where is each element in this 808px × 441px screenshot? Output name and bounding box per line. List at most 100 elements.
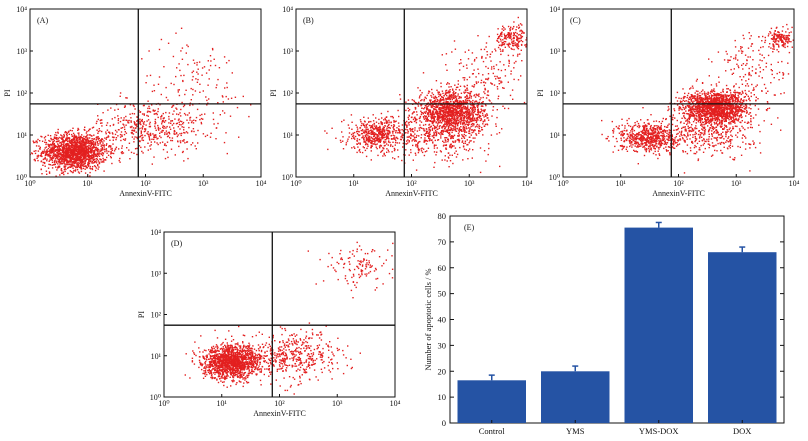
scatter-point [502, 105, 504, 107]
scatter-point [437, 121, 439, 123]
scatter-point [440, 151, 442, 153]
scatter-point [468, 136, 471, 138]
scatter-point [419, 117, 421, 119]
scatter-point [356, 143, 358, 145]
scatter-point [481, 56, 483, 59]
scatter-point [494, 75, 496, 78]
scatter-point [450, 95, 453, 97]
scatter-point [196, 108, 199, 111]
scatter-point [449, 123, 451, 125]
scatter-point [153, 156, 155, 158]
scatter-point [53, 155, 56, 157]
scatter-point [473, 111, 475, 113]
scatter-point [477, 94, 479, 96]
scatter-point [175, 32, 177, 34]
scatter-point [460, 120, 462, 122]
scatter-point [114, 116, 116, 119]
scatter-point [139, 111, 142, 113]
scatter-point [86, 139, 88, 141]
scatter-point [102, 157, 104, 160]
scatter-point [47, 150, 49, 153]
scatter-point [463, 79, 466, 81]
scatter-point [81, 147, 83, 150]
scatter-point [469, 118, 471, 120]
scatter-point [82, 167, 85, 170]
scatter-point [415, 102, 417, 104]
scatter-point [365, 128, 367, 130]
scatter-point [176, 113, 178, 115]
scatter-point [57, 144, 60, 146]
scatter-point [141, 118, 143, 121]
scatter-point [498, 41, 500, 43]
scatter-point [342, 148, 345, 150]
scatter-point [446, 83, 448, 85]
scatter-point [192, 94, 194, 96]
scatter-point [184, 132, 186, 134]
scatter-point [104, 151, 106, 153]
scatter-point [81, 150, 83, 153]
scatter-point [88, 137, 91, 139]
scatter-point [373, 135, 375, 138]
scatter-point [62, 151, 65, 153]
scatter-point [335, 137, 337, 139]
scatter-point [182, 79, 184, 82]
scatter-point [136, 137, 139, 140]
scatter-point [466, 110, 468, 112]
scatter-point [170, 82, 172, 85]
scatter-point [148, 105, 150, 108]
scatter-point [417, 145, 419, 147]
scatter-point [167, 42, 170, 44]
scatter-point [440, 104, 442, 106]
scatter-point [634, 137, 637, 139]
scatter-point [470, 134, 472, 136]
scatter-point [463, 116, 465, 119]
scatter-point [358, 148, 361, 151]
scatter-point [396, 142, 398, 144]
scatter-point [157, 124, 159, 127]
scatter-point [69, 151, 71, 154]
scatter-point [135, 124, 137, 126]
scatter-point [517, 43, 519, 45]
scatter-point [366, 126, 368, 128]
scatter-point [131, 131, 133, 134]
scatter-point [91, 151, 93, 153]
scatter-point [79, 165, 81, 168]
scatter-point [82, 156, 84, 159]
scatter-point [55, 136, 57, 139]
scatter-point [435, 131, 437, 134]
scatter-point [440, 85, 442, 88]
scatter-point [64, 150, 67, 152]
scatter-point [97, 149, 99, 151]
scatter-point [502, 87, 504, 89]
scatter-point [495, 64, 498, 66]
scatter-point [447, 113, 449, 115]
scatter-point [40, 160, 42, 163]
scatter-point [74, 157, 76, 160]
scatter-point [52, 141, 54, 143]
scatter-point [148, 50, 150, 52]
scatter-point [495, 50, 497, 52]
scatter-point [99, 119, 101, 122]
scatter-point [458, 63, 461, 65]
scatter-point [70, 140, 73, 143]
scatter-point [59, 161, 61, 163]
scatter-point [85, 143, 87, 145]
scatter-point [460, 126, 462, 128]
scatter-point [54, 155, 56, 158]
scatter-point [173, 110, 175, 112]
scatter-point [442, 92, 444, 95]
scatter-point [473, 123, 475, 125]
scatter-point [101, 148, 104, 150]
scatter-point [73, 148, 75, 150]
scatter-point [482, 114, 484, 116]
scatter-point [162, 120, 165, 122]
scatter-point [99, 143, 101, 145]
scatter-point [442, 117, 445, 119]
scatter-point [429, 138, 431, 140]
scatter-point [91, 158, 93, 160]
scatter-point [358, 138, 361, 141]
scatter-point [429, 100, 432, 102]
scatter-point [440, 109, 442, 111]
scatter-point [478, 127, 480, 130]
scatter-point [173, 129, 176, 132]
